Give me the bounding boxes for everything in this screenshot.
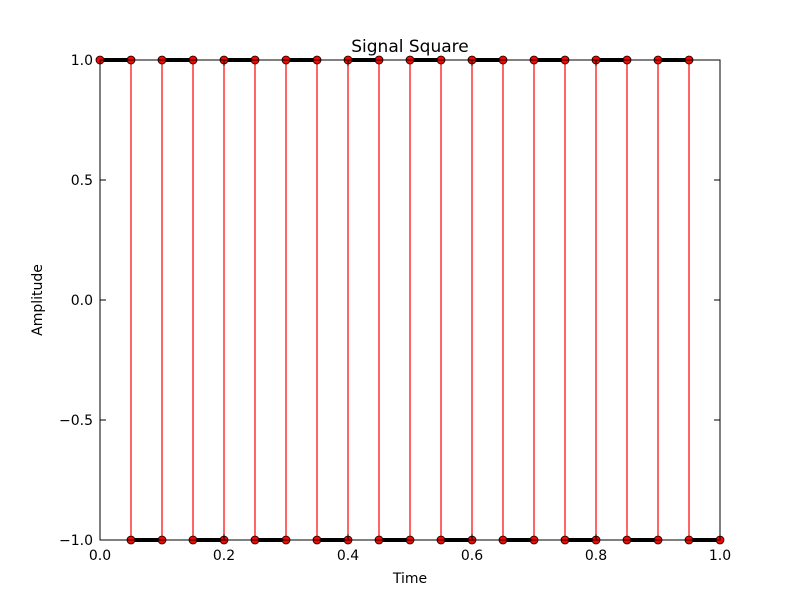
x-tick-label: 0.2 [213, 548, 235, 564]
x-tick-label: 0.8 [585, 548, 607, 564]
x-tick-label: 0.4 [337, 548, 359, 564]
x-tick-label: 1.0 [709, 548, 731, 564]
x-tick-label: 0.0 [89, 548, 111, 564]
x-axis-title: Time [392, 571, 427, 587]
x-tick-label: 0.6 [461, 548, 483, 564]
plot-area [95, 55, 725, 545]
y-axis-title: Amplitude [30, 264, 46, 336]
series-line [100, 59, 720, 541]
y-tick-label: 0.5 [71, 173, 93, 189]
chart-title: Signal Square [351, 37, 468, 57]
y-tick-label: −1.0 [59, 533, 93, 549]
x-tick-labels: 0.0 0.2 0.4 0.6 0.8 1.0 [89, 548, 731, 564]
y-tick-label: −0.5 [59, 413, 93, 429]
tick-marks [99, 59, 721, 541]
y-tick-label: 0.0 [71, 293, 93, 309]
y-tick-label: 1.0 [71, 53, 93, 69]
y-tick-labels: 1.0 0.5 0.0 −0.5 −1.0 [59, 53, 93, 549]
